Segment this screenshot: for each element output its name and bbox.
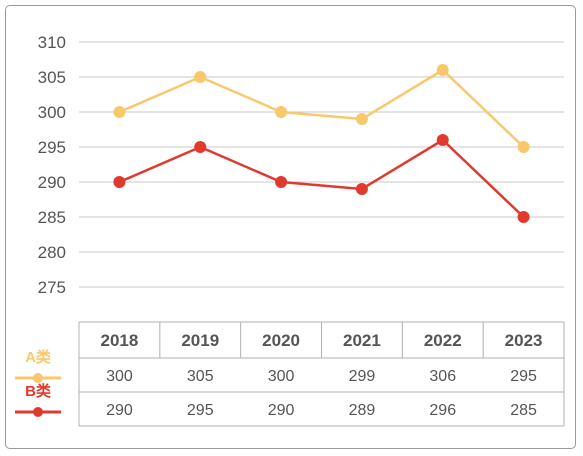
y-tick-label: 290 — [38, 173, 66, 192]
data-table: 2018 2019 2020 2021 2022 2023 300 305 300 299 306 2… — [78, 321, 565, 427]
data-point — [436, 64, 449, 76]
series-line-a — [118, 68, 525, 148]
y-axis-ticks: 310 305 300 295 290 285 280 275 — [38, 33, 66, 297]
data-point — [275, 176, 288, 188]
data-point — [113, 106, 126, 118]
y-tick-label: 285 — [38, 208, 66, 227]
y-tick-label: 275 — [38, 278, 66, 297]
table-cell: 295 — [187, 402, 214, 419]
series-line-b — [118, 138, 525, 218]
gridlines — [79, 41, 564, 288]
legend-marker — [33, 373, 43, 383]
y-tick-label: 280 — [38, 243, 66, 262]
table-header-year: 2019 — [181, 331, 219, 350]
data-point — [517, 141, 530, 153]
data-point — [194, 141, 207, 153]
y-tick-label: 300 — [38, 103, 66, 122]
table-header-year: 2018 — [101, 331, 139, 350]
y-tick-label: 310 — [38, 33, 66, 52]
data-point — [275, 106, 288, 118]
series-points — [113, 64, 530, 223]
data-point — [355, 113, 368, 125]
y-tick-label: 305 — [38, 68, 66, 87]
table-cell: 285 — [510, 402, 537, 419]
legend: A类 B类 — [15, 348, 61, 417]
table-cell: 299 — [349, 368, 376, 385]
table-cell: 290 — [268, 402, 295, 419]
table-header-year: 2021 — [343, 331, 381, 350]
table-cell: 296 — [429, 402, 456, 419]
table-cell: 305 — [187, 368, 214, 385]
chart-frame — [5, 5, 576, 449]
table-cell: 306 — [429, 368, 456, 385]
legend-label: A类 — [25, 348, 52, 366]
legend-label: B类 — [25, 382, 52, 400]
table-header-year: 2020 — [262, 331, 300, 350]
y-tick-label: 295 — [38, 138, 66, 157]
table-header-year: 2022 — [424, 331, 462, 350]
table-cell: 300 — [268, 368, 295, 385]
series-lines — [118, 68, 525, 218]
legend-marker — [33, 407, 43, 417]
table-cell: 300 — [106, 368, 133, 385]
data-point — [113, 176, 126, 188]
table-cell: 289 — [349, 402, 376, 419]
table-header-year: 2023 — [505, 331, 543, 350]
data-point — [355, 183, 368, 195]
data-point — [517, 211, 530, 223]
table-cell: 290 — [106, 402, 133, 419]
data-point — [436, 134, 449, 146]
table-cell: 295 — [510, 368, 537, 385]
data-point — [194, 71, 207, 83]
